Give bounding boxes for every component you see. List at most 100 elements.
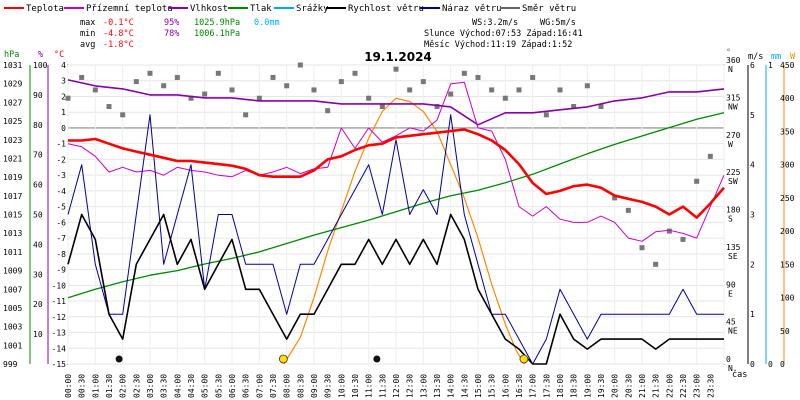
tick-label-time: 21:30 bbox=[652, 374, 661, 398]
tick-label-solar: 100 bbox=[780, 294, 795, 303]
tick-label-time: 10:30 bbox=[351, 374, 360, 398]
wind-direction-point bbox=[284, 83, 290, 89]
wind-direction-point bbox=[625, 207, 631, 213]
wind-direction-point bbox=[243, 112, 249, 118]
legend-label: Vlhkost bbox=[190, 4, 228, 14]
tick-label-wind: 6 bbox=[750, 61, 755, 70]
stat-max-press: 1025.9hPa bbox=[194, 18, 240, 28]
tick-label-humidity: 20 bbox=[33, 300, 43, 309]
wind-direction-point bbox=[229, 87, 235, 93]
tick-label-direction: 315 bbox=[726, 93, 741, 102]
wind-direction-point bbox=[393, 66, 399, 72]
tick-label-time: 16:00 bbox=[501, 374, 510, 398]
tick-label-time: 12:00 bbox=[392, 374, 401, 398]
tick-label-direction-compass: N bbox=[728, 65, 733, 74]
tick-label-direction-compass: SE bbox=[728, 252, 738, 261]
tick-label-time: 23:30 bbox=[706, 374, 715, 398]
tick-label-direction: 0 bbox=[726, 355, 731, 364]
wind-direction-point bbox=[106, 104, 112, 110]
tick-label-solar: 50 bbox=[780, 327, 790, 336]
stat-min-temp: -4.8°C bbox=[103, 29, 134, 39]
stat-max-rain: 0.0mm bbox=[254, 18, 280, 28]
sunrise-marker bbox=[278, 354, 288, 364]
wind-direction-point bbox=[161, 83, 167, 89]
tick-label-direction: 135 bbox=[726, 243, 741, 252]
legend: Teplota Přízemní teplota Vlhkost Tlak Sr… bbox=[4, 4, 576, 14]
unit-solar: W bbox=[790, 52, 796, 62]
tick-label-time: 19:00 bbox=[583, 374, 592, 398]
tick-label-temperature: -8 bbox=[56, 250, 66, 259]
tick-label-solar: 0 bbox=[780, 360, 785, 369]
wind-direction-point bbox=[489, 87, 495, 93]
wind-direction-point bbox=[461, 70, 467, 76]
tick-label-pressure: 1011 bbox=[3, 248, 22, 257]
legend-label: Rychlost větru bbox=[348, 4, 424, 14]
tick-label-pressure: 1001 bbox=[3, 341, 22, 350]
wind-direction-point bbox=[584, 83, 590, 89]
tick-label-solar: 200 bbox=[780, 227, 795, 236]
unit-direction: ° bbox=[726, 48, 731, 58]
series-ground-temperature bbox=[67, 81, 725, 242]
tick-label-temperature: -4 bbox=[56, 187, 66, 196]
sun-times: Slunce Východ:07:53 Západ:16:41 bbox=[424, 29, 583, 39]
wind-direction-point bbox=[543, 112, 549, 118]
stat-min-hum: 78% bbox=[164, 29, 179, 39]
stats-block: max -0.1°C 95% 1025.9hPa 0.0mm min -4.8°… bbox=[80, 18, 583, 50]
tick-label-time: 07:30 bbox=[269, 374, 278, 398]
tick-label-time: 05:30 bbox=[214, 374, 223, 398]
tick-label-wind: 0 bbox=[750, 360, 755, 369]
legend-label: Teplota bbox=[26, 4, 64, 14]
wind-direction-point bbox=[379, 104, 385, 110]
tick-label-time: 13:00 bbox=[419, 374, 428, 398]
tick-label-direction-compass: W bbox=[728, 140, 733, 149]
tick-label-time: 13:30 bbox=[433, 374, 442, 398]
legend-item-pressure: Tlak bbox=[228, 4, 272, 14]
tick-label-humidity: 60 bbox=[33, 181, 43, 190]
wind-direction-point bbox=[502, 95, 508, 101]
wind-direction-point bbox=[434, 104, 440, 110]
tick-label-time: 11:30 bbox=[378, 374, 387, 398]
stat-max-hum: 95% bbox=[164, 18, 179, 28]
tick-label-time: 17:00 bbox=[529, 374, 538, 398]
tick-label-time: 14:00 bbox=[447, 374, 456, 398]
unit-time: čas bbox=[732, 369, 747, 380]
tick-label-time: 03:30 bbox=[160, 374, 169, 398]
unit-temperature: °C bbox=[54, 50, 64, 60]
series-solar bbox=[283, 97, 526, 365]
tick-label-solar: 300 bbox=[780, 161, 795, 170]
tick-label-time: 19:30 bbox=[597, 374, 606, 398]
tick-label-pressure: 1025 bbox=[3, 117, 22, 126]
tick-label-direction: 180 bbox=[726, 206, 741, 215]
sunset-marker bbox=[519, 354, 529, 364]
wind-direction-point bbox=[598, 104, 604, 110]
tick-label-direction-compass: E bbox=[728, 289, 733, 298]
tick-label-wind: 1 bbox=[750, 310, 755, 319]
tick-label-time: 20:30 bbox=[624, 374, 633, 398]
wind-direction-point bbox=[475, 74, 481, 80]
x-axis-labels: 00:00 00:30 01:00 01:30 02:00 02:30 03:00 03:30… bbox=[64, 374, 715, 398]
tick-label-time: 05:00 bbox=[201, 374, 210, 398]
series-humidity bbox=[67, 79, 725, 126]
stat-min-press: 1006.1hPa bbox=[194, 29, 240, 39]
tick-label-time: 18:30 bbox=[570, 374, 579, 398]
tick-label-pressure: 1019 bbox=[3, 173, 22, 182]
tick-label-temperature: -15 bbox=[52, 360, 67, 369]
tick-label-wind: 3 bbox=[750, 211, 755, 220]
tick-label-direction: 90 bbox=[726, 280, 736, 289]
tick-label-humidity: 10 bbox=[33, 330, 43, 339]
tick-label-time: 02:00 bbox=[119, 374, 128, 398]
wind-direction-point bbox=[92, 87, 98, 93]
tick-label-time: 15:00 bbox=[474, 374, 483, 398]
wind-direction-point bbox=[666, 228, 672, 234]
wind-direction-point bbox=[366, 95, 372, 101]
tick-label-time: 17:30 bbox=[542, 374, 551, 398]
tick-label-time: 21:00 bbox=[638, 374, 647, 398]
wind-direction-point bbox=[120, 112, 126, 118]
tick-label-temperature: 3 bbox=[61, 77, 66, 86]
wind-direction-point bbox=[202, 91, 208, 97]
tick-label-pressure: 999 bbox=[3, 360, 18, 369]
series-temperature bbox=[68, 128, 725, 219]
tick-label-humidity: 90 bbox=[33, 91, 43, 100]
tick-label-time: 18:00 bbox=[556, 374, 565, 398]
tick-label-temperature: 4 bbox=[61, 61, 66, 70]
